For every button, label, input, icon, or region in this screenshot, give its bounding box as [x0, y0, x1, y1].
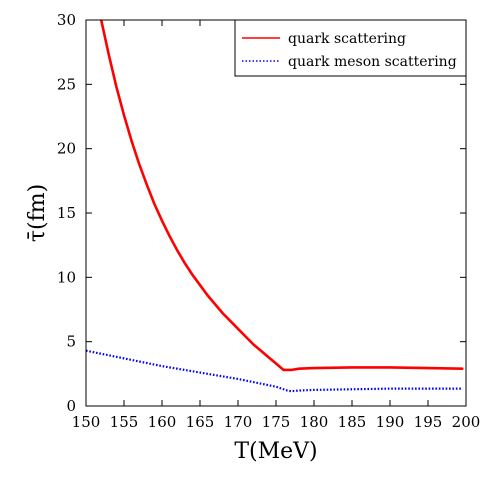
x-tick-label: 190: [376, 413, 405, 431]
x-tick-label: 195: [414, 413, 443, 431]
y-tick-label: 20: [57, 140, 76, 158]
legend-label-quark-meson-scattering: quark meson scattering: [288, 54, 457, 70]
x-axis-title: T(MeV): [234, 439, 317, 464]
y-tick-label: 10: [57, 268, 76, 286]
x-tick-label: 170: [224, 413, 253, 431]
x-tick-label: 150: [72, 413, 101, 431]
y-axis-ticks: 0 5 10 15 20 25 30: [57, 11, 466, 415]
y-tick-label: 15: [57, 204, 76, 222]
x-axis-ticks: 150 155 160 165 170 175 180 185 190 195 200: [72, 20, 481, 431]
x-tick-label: 185: [338, 413, 367, 431]
x-tick-label: 160: [148, 413, 177, 431]
x-tick-label: 175: [262, 413, 291, 431]
legend-box: [234, 19, 467, 77]
series-layer: [86, 20, 464, 393]
y-tick-label: 5: [66, 333, 76, 351]
legend-label-quark-scattering: quark scattering: [288, 31, 406, 47]
y-tick-label: 25: [57, 75, 76, 93]
x-tick-label: 165: [186, 413, 215, 431]
series-line-quark-scattering: [99, 20, 464, 372]
x-tick-label: 200: [452, 413, 481, 431]
legend: quark scattering quark meson scattering: [234, 19, 467, 77]
y-axis-title: τ̄(fm): [25, 184, 50, 242]
x-tick-label: 180: [300, 413, 329, 431]
x-tick-label: 155: [110, 413, 139, 431]
y-tick-label: 30: [57, 11, 76, 29]
y-tick-label: 0: [66, 397, 76, 415]
